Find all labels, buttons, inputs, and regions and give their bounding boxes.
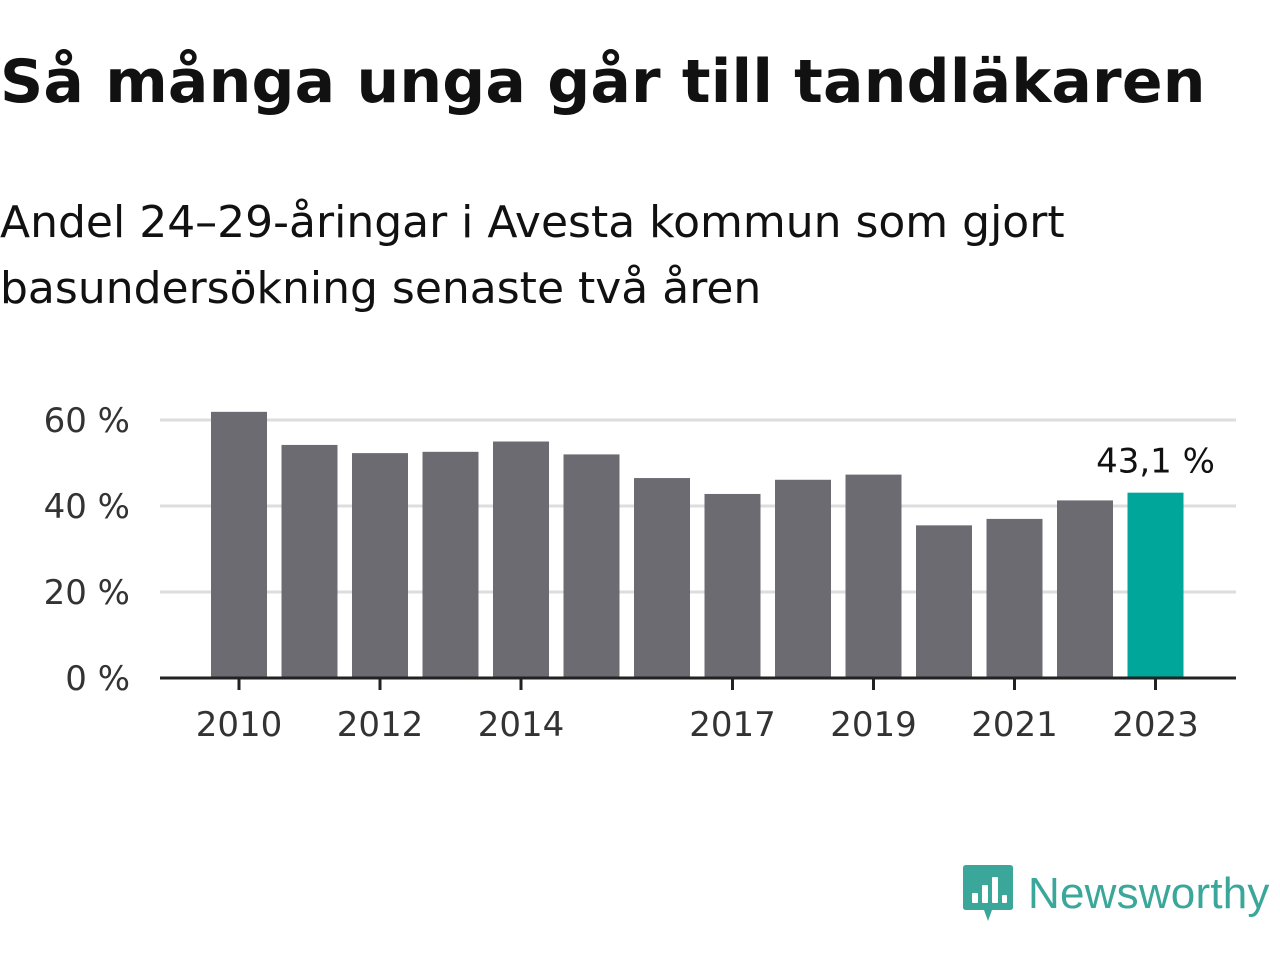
bar-2012 <box>352 453 408 678</box>
bar-2019 <box>845 474 902 678</box>
x-tick-label: 2012 <box>337 705 424 745</box>
y-tick-label: 60 % <box>44 401 130 441</box>
bar-2021 <box>986 518 1043 678</box>
x-tick-label: 2017 <box>689 705 776 745</box>
gridlines <box>160 418 1236 594</box>
bar-2022 <box>1057 500 1113 678</box>
x-axis <box>160 676 1236 690</box>
bar-2011 <box>281 444 338 678</box>
x-tick-label: 2019 <box>830 705 917 745</box>
x-tick-label: 2014 <box>478 705 565 745</box>
y-tick-label: 0 % <box>65 659 130 699</box>
newsworthy-logo: Newsworthy <box>962 862 1270 926</box>
x-tick-label: 2021 <box>971 705 1058 745</box>
bar-2017 <box>704 493 761 678</box>
bar-2020 <box>916 525 972 678</box>
data-label-2023: 43,1 % <box>1096 442 1215 482</box>
bar-chart: 0 % 20 % 40 % 60 % 43,1 % 2010 2012 2014 2017 201… <box>44 401 1236 745</box>
bars <box>211 411 1184 678</box>
bar-2018 <box>775 479 831 678</box>
bar-2013 <box>422 451 479 678</box>
newsworthy-logo-icon <box>963 865 1013 921</box>
labels: 0 % 20 % 40 % 60 % 43,1 % 2010 2012 2014 2017 201… <box>44 401 1215 745</box>
chart-subtitle: Andel 24–29-åringar i Avesta kommun som … <box>0 197 1065 314</box>
y-tick-label: 40 % <box>44 487 130 527</box>
x-tick-label: 2023 <box>1112 705 1199 745</box>
chart-title: Så många unga går till tandläkaren <box>0 47 1206 117</box>
bar-2015 <box>563 454 620 678</box>
brand-name: Newsworthy <box>1028 869 1270 918</box>
bar-2023 <box>1127 492 1184 678</box>
bar-2014 <box>493 441 549 678</box>
y-tick-label: 20 % <box>44 573 130 613</box>
bar-2010 <box>211 411 267 678</box>
x-tick-label: 2010 <box>196 705 283 745</box>
bar-2016 <box>634 478 690 678</box>
